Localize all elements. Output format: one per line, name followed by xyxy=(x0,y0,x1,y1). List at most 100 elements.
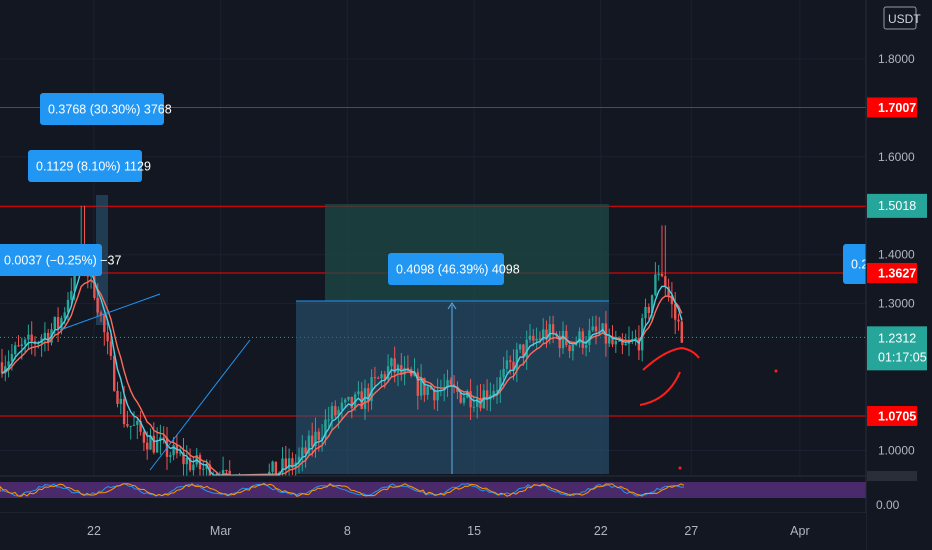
candle-body xyxy=(159,437,162,441)
candle-body xyxy=(476,398,479,407)
measure-boxes xyxy=(96,195,609,474)
candle-body xyxy=(347,396,350,400)
trend-drawings xyxy=(59,293,778,471)
measure-label: 0.1129 (8.10%) 1129 xyxy=(36,160,151,174)
trend-line xyxy=(59,293,161,331)
candle-body xyxy=(499,377,502,391)
candle-body xyxy=(274,461,278,476)
candle-body xyxy=(525,339,528,358)
candle-body xyxy=(578,331,581,344)
candle-body xyxy=(360,391,363,409)
candle-body xyxy=(571,344,575,352)
candle-body xyxy=(647,307,650,314)
measure-label: 0.2 xyxy=(851,258,868,272)
candle-body xyxy=(281,458,284,473)
candle-body xyxy=(502,368,505,378)
oscillator-k-line xyxy=(0,483,684,497)
candle-body xyxy=(113,355,116,391)
candle-body xyxy=(142,431,146,443)
candle-body xyxy=(505,360,509,369)
candle-body xyxy=(601,323,604,332)
candle-body xyxy=(96,297,99,313)
y-tick-label: 1.8000 xyxy=(878,52,915,66)
candle-body xyxy=(634,337,637,340)
candle-body xyxy=(122,398,126,425)
candle-body xyxy=(205,464,208,469)
candle-body xyxy=(17,345,20,347)
candle-body xyxy=(386,366,390,380)
candle-body xyxy=(188,457,192,471)
measure-label-box xyxy=(28,150,142,182)
candle-body xyxy=(370,377,373,402)
candle-body xyxy=(314,431,317,447)
candle-body xyxy=(680,321,683,343)
candle-body xyxy=(677,319,680,322)
countdown-label: 01:17:05 xyxy=(878,350,927,364)
y-tick-label: 1.6000 xyxy=(878,150,915,164)
candle-body xyxy=(429,386,433,390)
candle-body xyxy=(344,399,347,403)
candle-body xyxy=(542,329,545,340)
candle-body xyxy=(469,391,472,408)
x-tick-label: 27 xyxy=(684,524,698,538)
candle-body xyxy=(528,335,532,340)
osc-value-tag xyxy=(867,471,917,481)
candle-body xyxy=(7,361,10,367)
candle-body xyxy=(106,332,109,342)
candle-body xyxy=(60,318,63,329)
candle-body xyxy=(522,344,525,358)
candle-body xyxy=(565,330,568,346)
candle-body xyxy=(23,339,27,345)
x-tick-label: 22 xyxy=(594,524,608,538)
candle-body xyxy=(548,324,551,340)
candle-body xyxy=(462,397,466,403)
marker-dot xyxy=(678,466,682,470)
candle-body xyxy=(30,334,33,342)
candle-body xyxy=(515,349,518,371)
candle-body xyxy=(334,406,337,416)
candle-body xyxy=(357,391,360,395)
candle-body xyxy=(492,391,495,396)
candle-body xyxy=(136,420,139,425)
candle-body xyxy=(390,358,393,367)
candle-body xyxy=(624,343,627,346)
candle-body xyxy=(598,331,601,333)
candle-body xyxy=(301,447,304,457)
y-tick-label: 1.0000 xyxy=(878,444,915,458)
candle-body xyxy=(670,295,674,305)
candle-body xyxy=(169,455,172,457)
x-tick-label: 22 xyxy=(87,524,101,538)
candle-body xyxy=(485,390,489,400)
price-tag-label: 1.2312 xyxy=(878,331,916,345)
candle-body xyxy=(538,338,542,340)
candle-body xyxy=(307,435,311,454)
candle-body xyxy=(155,440,159,453)
currency-badge xyxy=(883,6,917,30)
candle-body xyxy=(621,340,624,346)
measure-label-box xyxy=(0,244,102,276)
candle-body xyxy=(66,299,70,313)
candle-body xyxy=(545,329,548,340)
candle-body xyxy=(129,425,132,427)
candle-body xyxy=(221,470,225,476)
candle-body xyxy=(53,317,56,330)
candle-body xyxy=(367,388,370,402)
candle-body xyxy=(0,362,4,374)
candle-body xyxy=(512,361,515,371)
measure-label-box xyxy=(388,253,504,285)
candle-body xyxy=(436,390,439,401)
candle-body xyxy=(644,307,647,319)
candle-body xyxy=(608,336,611,344)
hand-drawn-arc xyxy=(639,371,681,406)
candle-body xyxy=(532,335,535,341)
candle-body xyxy=(393,358,396,373)
candle-body xyxy=(383,374,386,380)
price-tag xyxy=(867,193,927,218)
candle-body xyxy=(459,391,462,403)
x-tick-label: 15 xyxy=(467,524,481,538)
candle-body xyxy=(667,286,670,296)
measure-label: 0.4098 (46.39%) 4098 xyxy=(396,263,520,277)
oscillator-d-line xyxy=(0,482,685,497)
candle-body xyxy=(14,345,17,355)
